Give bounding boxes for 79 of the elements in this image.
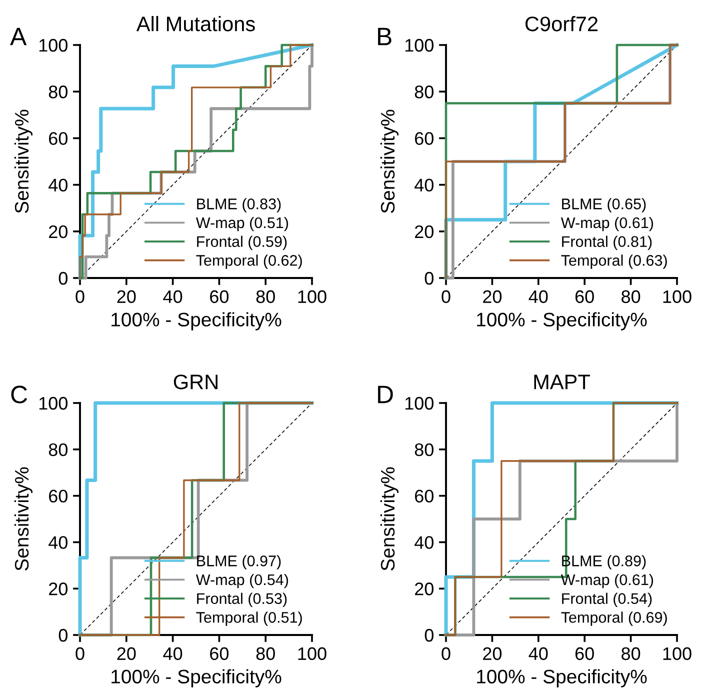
x-tick-label: 40 — [163, 647, 182, 660]
y-tick-label: 40 — [48, 536, 68, 549]
y-axis-title: Sensitivity% — [380, 467, 399, 571]
y-tick-label: 40 — [48, 178, 68, 192]
y-tick-label: 60 — [49, 132, 68, 145]
legend-label: BLME (0.65) — [562, 198, 646, 212]
chart-title: All Mutations — [136, 16, 255, 32]
chart-title: GRN — [174, 374, 218, 390]
y-tick-label: 80 — [414, 443, 434, 456]
y-tick-label: 80 — [48, 443, 68, 456]
y-tick-label: 60 — [415, 132, 434, 145]
text: C — [11, 386, 28, 404]
legend-label: W-map (0.61) — [560, 216, 654, 232]
y-tick-label: 0 — [58, 628, 68, 642]
legend-label: Frontal (0.54) — [562, 592, 652, 607]
x-tick-label: 20 — [483, 290, 502, 304]
y-tick-label: 100 — [405, 38, 434, 52]
y-tick-label: 60 — [49, 490, 68, 503]
legend-label: W-map (0.61) — [560, 574, 654, 588]
x-tick-label: 100 — [298, 647, 326, 660]
legend-label: Frontal (0.53) — [197, 592, 287, 607]
text: D — [378, 386, 393, 404]
legend-label: BLME (0.83) — [197, 198, 281, 212]
legend-label: Temporal (0.63) — [561, 254, 667, 269]
x-tick-label: 40 — [528, 647, 548, 660]
legend-label: Temporal (0.62) — [196, 254, 302, 269]
x-tick-label: 40 — [528, 290, 548, 304]
x-tick-label: 0 — [442, 290, 450, 304]
y-tick-label: 20 — [49, 225, 68, 238]
x-tick-label: 100 — [298, 290, 326, 304]
legend-label: Temporal (0.51) — [196, 612, 302, 626]
y-tick-label: 20 — [415, 582, 434, 596]
x-tick-label: 100 — [663, 647, 692, 660]
x-tick-label: 40 — [163, 290, 182, 304]
x-tick-label: 80 — [256, 290, 275, 304]
legend-label: Temporal (0.69) — [561, 612, 667, 626]
x-axis-title: 100% - Specificity% — [477, 312, 647, 330]
x-tick-label: 100 — [663, 290, 692, 304]
legend-label: BLME (0.97) — [197, 555, 281, 570]
y-tick-label: 60 — [415, 490, 434, 503]
y-tick-label: 100 — [39, 38, 68, 52]
y-axis-title: Sensitivity% — [14, 467, 33, 571]
x-tick-label: 20 — [117, 647, 136, 660]
x-axis-title: 100% - Specificity% — [477, 669, 647, 688]
y-tick-label: 80 — [414, 86, 434, 98]
x-tick-label: 60 — [575, 290, 594, 304]
x-tick-label: 60 — [210, 647, 229, 660]
y-tick-label: 80 — [48, 86, 68, 98]
y-tick-label: 100 — [405, 396, 434, 410]
x-tick-label: 60 — [575, 647, 594, 660]
y-tick-label: 0 — [424, 272, 434, 285]
x-tick-label: 80 — [622, 290, 640, 304]
x-tick-label: 20 — [483, 647, 502, 660]
y-tick-label: 0 — [424, 628, 434, 642]
text: A — [10, 28, 27, 46]
x-tick-label: 0 — [76, 647, 84, 660]
legend-label: W-map (0.51) — [196, 216, 288, 232]
x-tick-label: 20 — [117, 290, 136, 304]
y-tick-label: 20 — [415, 225, 434, 238]
y-tick-label: 0 — [58, 272, 68, 285]
x-tick-label: 80 — [622, 647, 640, 660]
x-axis-title: 100% - Specificity% — [112, 312, 282, 330]
x-tick-label: 80 — [256, 647, 275, 660]
y-axis-title: Sensitivity% — [380, 110, 399, 214]
legend-label: W-map (0.54) — [196, 574, 288, 588]
y-tick-label: 20 — [49, 582, 68, 596]
y-tick-label: 40 — [414, 178, 434, 192]
legend-label: Frontal (0.81) — [562, 236, 652, 250]
y-tick-label: 100 — [39, 396, 68, 410]
y-axis-title: Sensitivity% — [14, 110, 33, 214]
chart-title: MAPT — [534, 374, 590, 390]
legend-label: Frontal (0.59) — [197, 236, 287, 250]
x-tick-label: 0 — [442, 647, 450, 660]
x-tick-label: 0 — [76, 290, 84, 304]
x-tick-label: 60 — [210, 290, 229, 304]
x-axis-title: 100% - Specificity% — [112, 669, 282, 688]
chart-title: C9orf72 — [526, 16, 598, 32]
y-tick-label: 40 — [414, 536, 434, 549]
text: B — [378, 28, 392, 46]
